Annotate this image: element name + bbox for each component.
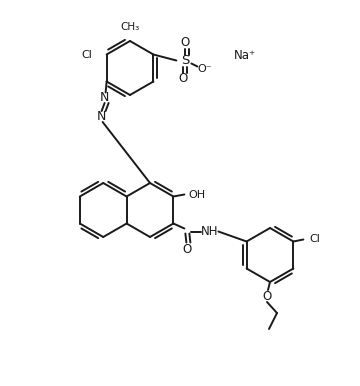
Text: OH: OH	[188, 190, 206, 200]
Text: Na⁺: Na⁺	[234, 49, 256, 62]
Text: N: N	[100, 91, 109, 104]
Text: Cl: Cl	[309, 234, 320, 244]
Text: O: O	[181, 36, 190, 49]
Text: O: O	[183, 243, 192, 256]
Text: O: O	[262, 290, 272, 303]
Text: S: S	[181, 54, 190, 67]
Text: Cl: Cl	[82, 49, 93, 59]
Text: CH₃: CH₃	[120, 22, 140, 32]
Text: O⁻: O⁻	[197, 64, 212, 73]
Text: O: O	[179, 72, 188, 85]
Text: NH: NH	[201, 225, 218, 238]
Text: N: N	[97, 110, 106, 123]
